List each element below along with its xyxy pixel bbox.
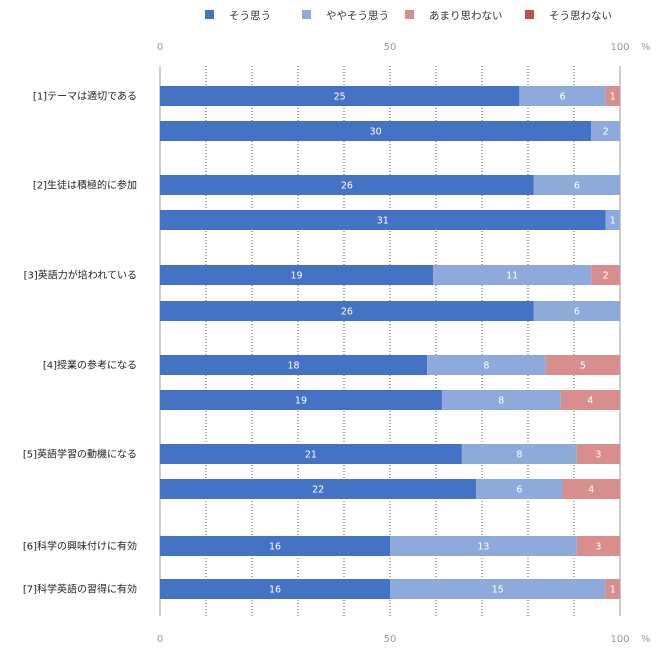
bar-segment bbox=[576, 444, 620, 464]
bar-segment bbox=[533, 175, 620, 195]
bar-value-label: 6 bbox=[574, 307, 580, 318]
bar-segment bbox=[560, 390, 620, 410]
bar-value-label: 18 bbox=[288, 361, 300, 372]
category-label: [6]科学の興味付けに有効 bbox=[23, 540, 137, 553]
bar-value-label: 8 bbox=[516, 450, 522, 461]
bar-segment bbox=[160, 579, 390, 599]
bar-segment bbox=[160, 265, 434, 285]
bar-value-label: 3 bbox=[595, 542, 601, 553]
bar-value-label: 3 bbox=[595, 450, 601, 461]
bar-segment bbox=[461, 444, 577, 464]
category-label: [2]生徒は積極的に参加 bbox=[33, 179, 137, 192]
bar-value-label: 4 bbox=[587, 396, 593, 407]
x-tick-top: 100 bbox=[610, 42, 629, 53]
bars: 25 6 130 226 631 119 11 226 618 8 519 8 421 8 322 6 416 1… bbox=[160, 86, 620, 599]
legend-swatch-3 bbox=[525, 10, 534, 19]
bar-value-label: 21 bbox=[305, 450, 317, 461]
bar-segment bbox=[390, 536, 577, 556]
bar-segment bbox=[433, 265, 592, 285]
bar-segment bbox=[591, 265, 620, 285]
bar-value-label: 16 bbox=[269, 542, 281, 553]
bar-segment bbox=[390, 579, 606, 599]
x-tick-bottom: 0 bbox=[157, 634, 163, 645]
x-unit-top: % bbox=[641, 42, 651, 53]
bar-segment bbox=[160, 121, 592, 141]
bar-segment bbox=[533, 301, 620, 321]
bar-segment bbox=[441, 390, 561, 410]
bar-value-label: 1 bbox=[610, 585, 616, 596]
category-labels: [1]テーマは適切である [2]生徒は積極的に参加 [3]英語力が培われている [4]… bbox=[23, 90, 137, 596]
bar-value-label: 30 bbox=[370, 127, 382, 138]
bar-value-label: 11 bbox=[506, 271, 518, 282]
x-axis-bottom: 0 50 100% bbox=[157, 634, 651, 645]
bar-segment bbox=[160, 210, 606, 230]
legend-swatch-2 bbox=[405, 10, 414, 19]
legend-label-0: そう思う bbox=[229, 10, 271, 22]
bar-segment bbox=[562, 479, 620, 499]
bar-value-label: 25 bbox=[334, 92, 346, 103]
bar-value-label: 8 bbox=[483, 361, 489, 372]
bar-value-label: 5 bbox=[580, 361, 586, 372]
legend-swatch-1 bbox=[302, 10, 311, 19]
bar-segment bbox=[605, 210, 620, 230]
bar-value-label: 26 bbox=[341, 181, 353, 192]
bar-segment bbox=[427, 355, 546, 375]
bar-value-label: 8 bbox=[498, 396, 504, 407]
category-label: [7]科学英語の習得に有効 bbox=[23, 583, 137, 596]
bar-segment bbox=[160, 301, 534, 321]
bar-segment bbox=[519, 86, 606, 106]
x-tick-top: 50 bbox=[384, 42, 397, 53]
bar-value-label: 15 bbox=[492, 585, 504, 596]
bar-segment bbox=[160, 175, 534, 195]
x-axis-top: 0 50 100% bbox=[157, 42, 651, 53]
x-tick-bottom: 100 bbox=[610, 634, 629, 645]
bar-segment bbox=[160, 390, 442, 410]
category-label: [3]英語力が培われている bbox=[24, 269, 137, 282]
bar-segment bbox=[160, 355, 428, 375]
bar-value-label: 31 bbox=[377, 216, 389, 227]
bar-segment bbox=[160, 444, 462, 464]
bar-value-label: 16 bbox=[269, 585, 281, 596]
legend-label-2: あまり思わない bbox=[429, 10, 503, 22]
bar-value-label: 19 bbox=[291, 271, 303, 282]
bar-value-label: 1 bbox=[610, 92, 616, 103]
bar-segment bbox=[576, 536, 620, 556]
bar-value-label: 6 bbox=[559, 92, 565, 103]
bar-value-label: 2 bbox=[603, 271, 609, 282]
legend-label-1: ややそう思う bbox=[326, 10, 389, 22]
legend-swatch-0 bbox=[205, 10, 214, 19]
legend-label-3: そう思わない bbox=[549, 10, 612, 22]
bar-value-label: 19 bbox=[295, 396, 307, 407]
bar-value-label: 6 bbox=[516, 485, 522, 496]
x-tick-bottom: 50 bbox=[384, 634, 397, 645]
bar-value-label: 26 bbox=[341, 307, 353, 318]
bar-value-label: 1 bbox=[610, 216, 616, 227]
bar-segment bbox=[545, 355, 620, 375]
bar-segment bbox=[605, 579, 620, 599]
gridlines bbox=[159, 66, 621, 616]
bar-segment bbox=[160, 536, 390, 556]
bar-value-label: 4 bbox=[588, 485, 594, 496]
bar-segment bbox=[476, 479, 563, 499]
bar-segment bbox=[160, 479, 477, 499]
bar-value-label: 22 bbox=[312, 485, 324, 496]
bar-value-label: 13 bbox=[477, 542, 489, 553]
bar-value-label: 6 bbox=[574, 181, 580, 192]
x-unit-bottom: % bbox=[641, 634, 651, 645]
category-label: [4]授業の参考になる bbox=[43, 359, 137, 372]
legend: そう思う ややそう思う あまり思わない そう思わない bbox=[205, 10, 612, 22]
x-tick-top: 0 bbox=[157, 42, 163, 53]
bar-segment bbox=[605, 86, 620, 106]
category-label: [5]英語学習の動機になる bbox=[23, 448, 137, 461]
bar-segment bbox=[160, 86, 520, 106]
bar-value-label: 2 bbox=[603, 127, 609, 138]
category-label: [1]テーマは適切である bbox=[33, 90, 137, 103]
bar-segment bbox=[591, 121, 620, 141]
